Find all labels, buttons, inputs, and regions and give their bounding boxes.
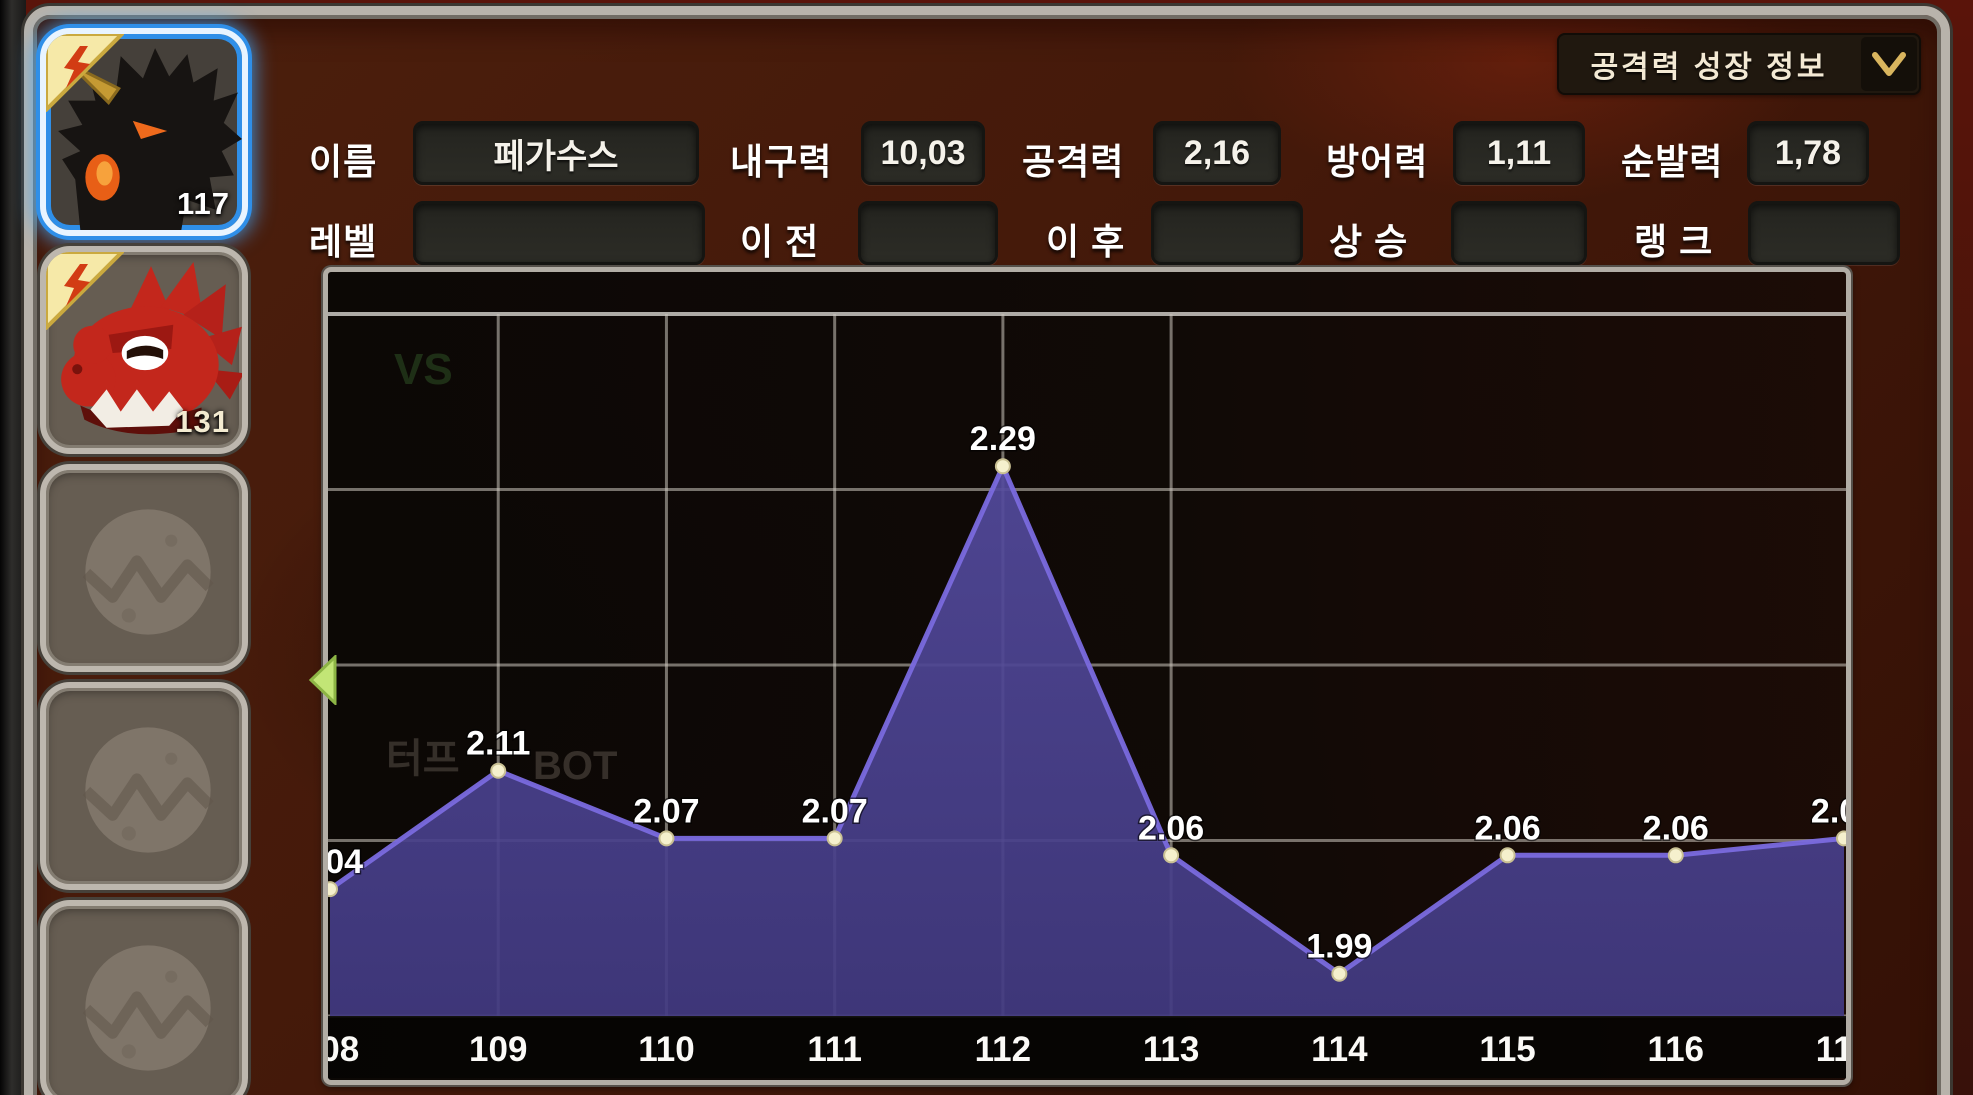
- pet-slot-empty-3[interactable]: [40, 900, 248, 1095]
- after-field: [1151, 201, 1303, 265]
- svg-text:2.04: 2.04: [328, 843, 363, 881]
- after-label: 이 후: [1046, 221, 1126, 262]
- svg-text:2.07: 2.07: [633, 792, 699, 830]
- svg-text:터프: 터프: [386, 737, 460, 781]
- rise-label: 상 승: [1329, 221, 1409, 262]
- svg-text:2.07: 2.07: [802, 792, 868, 830]
- egg-icon: [82, 945, 214, 1071]
- growth-info-dropdown-label: 공격력 성장 정보: [1590, 51, 1828, 84]
- svg-text:114: 114: [1311, 1030, 1368, 1069]
- endurance-field: 10,03: [861, 121, 985, 185]
- pet-slot-empty-2[interactable]: [40, 682, 248, 890]
- svg-text:113: 113: [1143, 1030, 1199, 1069]
- before-field: [858, 201, 998, 265]
- rank-field: [1748, 201, 1900, 265]
- pet-info-window: 공격력 성장 정보 이름 페가수스 내구력 10,03 공격력 2,16 방어력…: [24, 6, 1950, 1095]
- pet-level-badge: 131: [175, 404, 230, 439]
- svg-text:2.29: 2.29: [970, 420, 1036, 458]
- pet-slot-pegasus[interactable]: 117: [40, 28, 248, 236]
- svg-text:2.06: 2.06: [1138, 809, 1204, 847]
- growth-info-dropdown[interactable]: 공격력 성장 정보: [1557, 33, 1921, 95]
- svg-text:2.06: 2.06: [1474, 809, 1540, 847]
- pet-level-badge: 117: [176, 186, 230, 221]
- level-label: 레벨: [309, 221, 378, 262]
- svg-text:1.99: 1.99: [1306, 928, 1372, 966]
- level-field: [413, 201, 705, 265]
- svg-text:117: 117: [1816, 1030, 1846, 1069]
- pet-slot-dragon[interactable]: 131: [40, 246, 248, 454]
- svg-text:116: 116: [1648, 1030, 1704, 1069]
- growth-chart-canvas: 터프 BOT VS 108 109 110 111 112 113 114 115 116 117 2.0…: [328, 312, 1846, 1078]
- before-label: 이 전: [740, 221, 820, 262]
- defense-label: 방어력: [1326, 141, 1429, 182]
- chevron-down-icon[interactable]: [1861, 37, 1917, 91]
- svg-text:110: 110: [638, 1030, 694, 1069]
- egg-icon: [82, 727, 214, 853]
- dragon-portrait: [61, 262, 242, 435]
- svg-text:109: 109: [469, 1030, 527, 1069]
- svg-text:108: 108: [328, 1030, 359, 1069]
- attack-field: 2,16: [1153, 121, 1281, 185]
- svg-text:111: 111: [807, 1030, 862, 1069]
- agility-field: 1,78: [1747, 121, 1869, 185]
- rank-label: 랭 크: [1634, 221, 1714, 262]
- attack-label: 공격력: [1022, 141, 1125, 182]
- name-field: 페가수스: [413, 121, 699, 185]
- rise-field: [1451, 201, 1587, 265]
- svg-text:BOT: BOT: [533, 744, 617, 788]
- endurance-label: 내구력: [730, 141, 833, 182]
- svg-text:115: 115: [1479, 1030, 1535, 1069]
- svg-text:2.11: 2.11: [466, 725, 530, 763]
- defense-field: 1,11: [1453, 121, 1585, 185]
- name-label: 이름: [309, 141, 378, 182]
- svg-text:VS: VS: [394, 345, 453, 394]
- chart-position-marker: [307, 653, 337, 707]
- egg-icon: [82, 509, 214, 635]
- svg-text:2.07: 2.07: [1811, 792, 1846, 830]
- svg-text:2.06: 2.06: [1643, 809, 1709, 847]
- svg-text:112: 112: [975, 1030, 1031, 1069]
- agility-label: 순발력: [1621, 141, 1724, 182]
- screen-edge-strip: [0, 0, 26, 1095]
- pet-slot-empty-1[interactable]: [40, 464, 248, 672]
- growth-chart: 터프 BOT VS 108 109 110 111 112 113 114 115 116 117 2.0…: [323, 267, 1851, 1085]
